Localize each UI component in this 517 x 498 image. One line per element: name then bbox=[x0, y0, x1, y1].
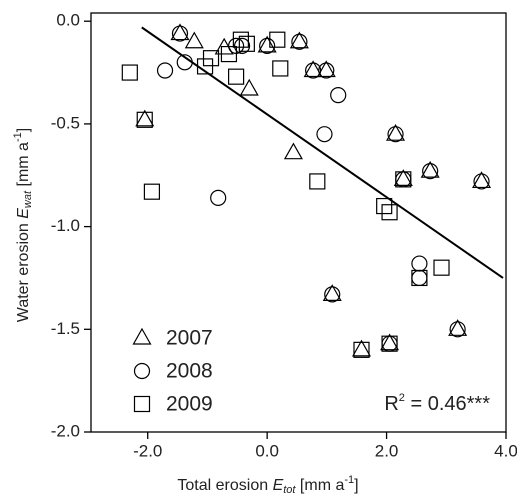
r-superscript: 2 bbox=[399, 392, 405, 404]
point bbox=[387, 126, 404, 143]
point bbox=[220, 45, 238, 63]
point bbox=[272, 60, 289, 77]
point bbox=[269, 31, 286, 48]
point bbox=[381, 204, 398, 221]
point bbox=[143, 183, 161, 200]
x-label-text: Total erosion bbox=[177, 477, 272, 494]
point bbox=[283, 142, 303, 160]
y-label-symbol: E bbox=[15, 208, 32, 219]
point bbox=[322, 284, 342, 301]
legend-marker bbox=[133, 395, 151, 413]
point bbox=[121, 64, 138, 81]
point bbox=[420, 160, 440, 178]
point bbox=[351, 339, 372, 357]
y-axis-label: Water erosion Ewat [mm a-1] bbox=[12, 128, 34, 322]
point bbox=[449, 321, 466, 338]
point bbox=[202, 50, 220, 67]
y-label-unit: [mm a bbox=[15, 142, 32, 191]
legend-label: 2007 bbox=[166, 327, 213, 350]
point bbox=[176, 54, 193, 71]
y-tick-label: -2.0 bbox=[51, 421, 80, 440]
point bbox=[305, 62, 322, 79]
x-tick-label: 0.0 bbox=[255, 441, 279, 460]
point bbox=[196, 58, 214, 75]
point bbox=[448, 319, 468, 336]
x-tick-label: 4.0 bbox=[494, 441, 517, 460]
point bbox=[232, 31, 249, 48]
point bbox=[289, 31, 309, 49]
point bbox=[171, 25, 189, 42]
x-tick-label: 2.0 bbox=[375, 441, 399, 460]
y-tick-label: -1.0 bbox=[51, 216, 80, 235]
legend-label: 2009 bbox=[166, 393, 213, 416]
point bbox=[233, 37, 251, 54]
point bbox=[156, 62, 174, 79]
point bbox=[386, 123, 406, 141]
point bbox=[381, 335, 398, 352]
y-label-text: Water erosion bbox=[15, 219, 32, 322]
point bbox=[411, 255, 428, 272]
x-label-bracket: ] bbox=[354, 477, 358, 494]
point bbox=[471, 171, 492, 189]
point bbox=[309, 173, 326, 190]
point bbox=[316, 126, 333, 143]
point bbox=[330, 87, 347, 104]
legend-marker bbox=[133, 362, 151, 380]
x-tick-label: -2.0 bbox=[133, 441, 162, 460]
point bbox=[239, 78, 259, 96]
legend-label: 2008 bbox=[166, 360, 213, 383]
point bbox=[318, 62, 335, 79]
y-label-superscript: -1 bbox=[12, 132, 24, 142]
point bbox=[259, 37, 276, 54]
r-value: = 0.46*** bbox=[405, 393, 490, 415]
point bbox=[353, 341, 370, 358]
point bbox=[393, 169, 413, 186]
x-axis-label: Total erosion Etot [mm a-1] bbox=[177, 474, 358, 496]
point bbox=[395, 171, 412, 188]
r-symbol: R bbox=[384, 393, 398, 415]
point bbox=[316, 60, 336, 78]
point bbox=[135, 109, 155, 127]
point bbox=[136, 111, 153, 128]
point bbox=[380, 333, 400, 351]
point bbox=[324, 286, 341, 303]
point bbox=[473, 173, 490, 190]
y-label-bracket: ] bbox=[15, 128, 32, 132]
x-label-symbol: E bbox=[273, 477, 284, 494]
point bbox=[228, 68, 245, 85]
point bbox=[411, 269, 428, 287]
y-tick-label: -0.5 bbox=[51, 113, 80, 132]
point bbox=[411, 269, 428, 287]
point bbox=[210, 189, 227, 206]
y-label-subscript: wat bbox=[22, 190, 34, 208]
point bbox=[170, 23, 190, 41]
legend-marker bbox=[132, 327, 152, 345]
point bbox=[433, 259, 450, 276]
point bbox=[376, 197, 393, 215]
x-label-superscript: -1 bbox=[344, 474, 354, 486]
plot-frame bbox=[90, 12, 507, 433]
point bbox=[291, 33, 308, 50]
x-label-subscript: tot bbox=[283, 484, 296, 496]
point bbox=[184, 31, 204, 49]
r-squared: R2 = 0.46*** bbox=[384, 392, 490, 415]
y-tick-label: 0.0 bbox=[56, 11, 80, 30]
y-tick-label: -1.5 bbox=[51, 319, 80, 338]
x-label-unit: [mm a bbox=[295, 477, 344, 494]
point bbox=[303, 60, 323, 78]
point bbox=[238, 35, 255, 52]
regression-line bbox=[141, 26, 504, 279]
point bbox=[422, 163, 439, 180]
point bbox=[257, 35, 277, 53]
